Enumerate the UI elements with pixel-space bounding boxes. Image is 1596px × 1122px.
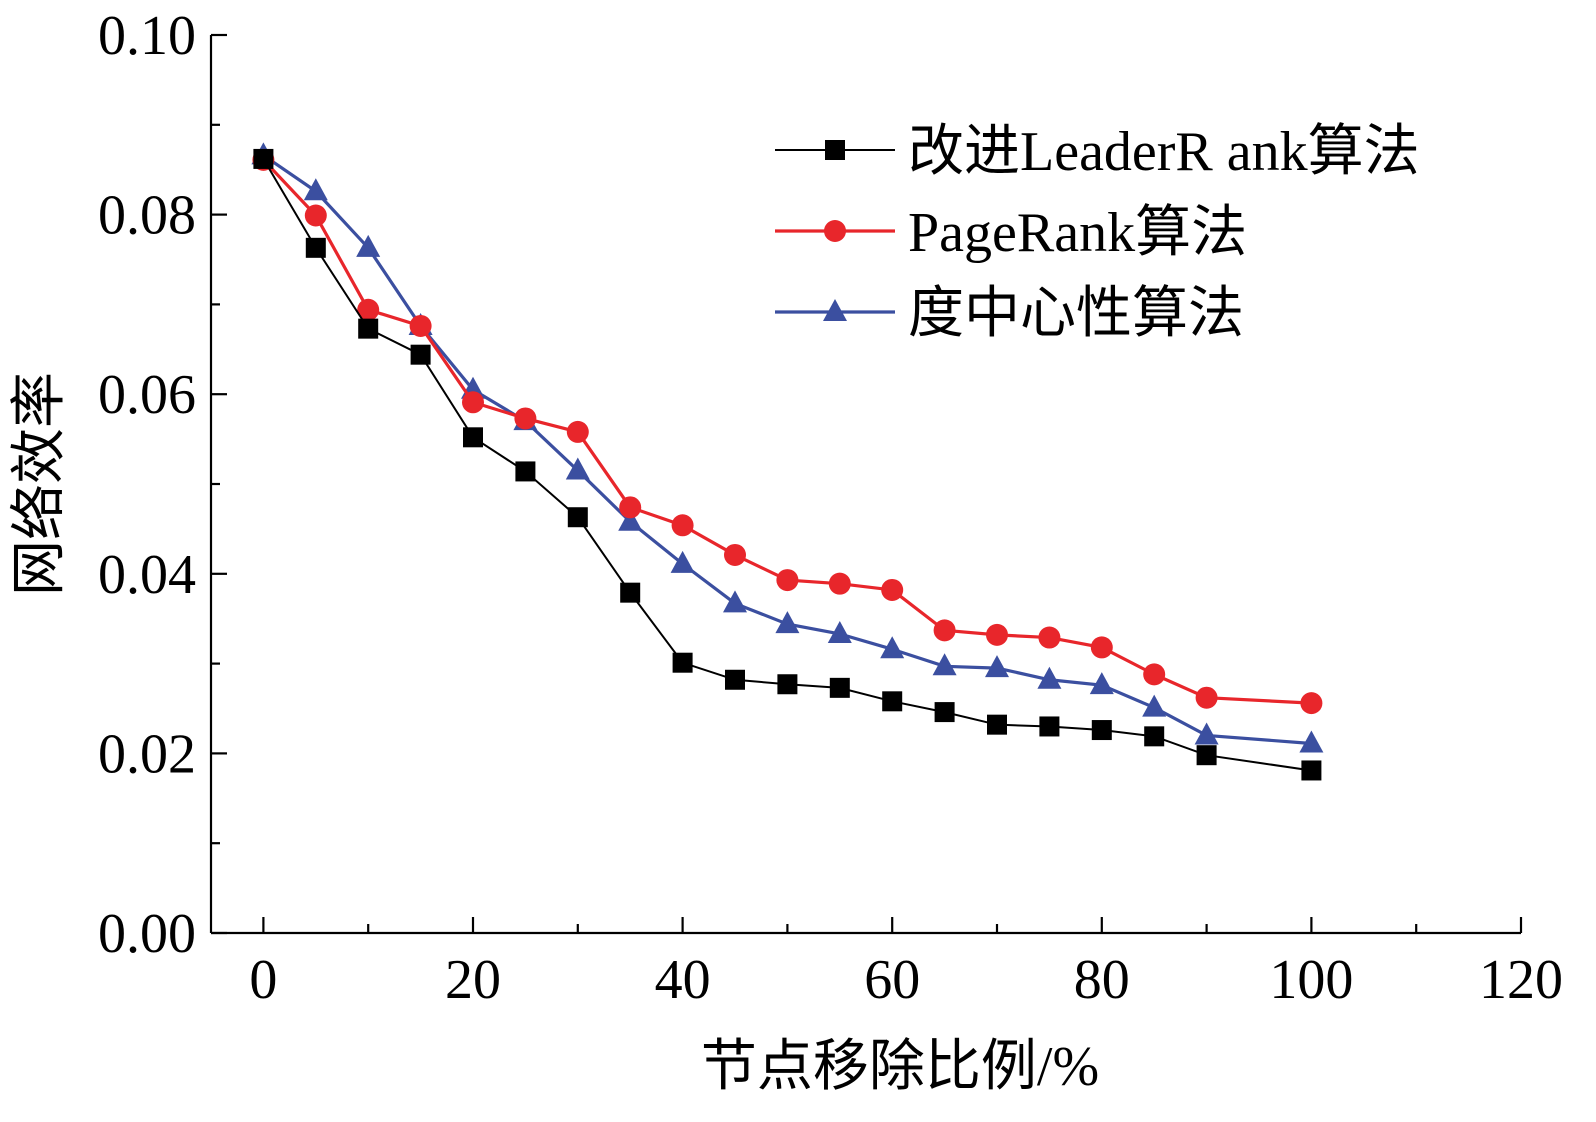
- legend-label: PageRank算法: [908, 202, 1247, 264]
- data-point: [670, 550, 695, 573]
- ticks: 0 20 40 60 80 100 120 0.00 0.02 0.04 0.06 0.08 0.10: [98, 5, 1563, 1011]
- legend-entry: 度中心性算法: [775, 283, 1244, 345]
- data-point: [672, 652, 693, 673]
- data-point: [1195, 686, 1218, 709]
- data-point: [933, 619, 956, 642]
- data-point: [1143, 663, 1166, 686]
- data-point: [671, 514, 694, 537]
- data-point: [723, 590, 747, 613]
- x-tick-label: 20: [445, 949, 501, 1011]
- data-point: [1142, 694, 1167, 717]
- data-point: [1194, 722, 1219, 745]
- data-point: [409, 314, 432, 337]
- x-axis-title: 节点移除比例/%: [701, 1036, 1099, 1098]
- data-point: [985, 655, 1009, 678]
- data-point: [1299, 730, 1324, 753]
- y-tick-label: 0.10: [98, 5, 196, 67]
- x-tick-label: 0: [249, 949, 277, 1011]
- series-square: [253, 148, 1322, 781]
- legend-label: 改进LeaderR ank算法: [908, 121, 1420, 183]
- data-point: [1301, 760, 1322, 781]
- data-point: [777, 674, 798, 695]
- data-point: [1037, 666, 1062, 689]
- data-point: [410, 344, 431, 365]
- data-point: [253, 148, 274, 169]
- data-point: [827, 620, 852, 643]
- series-layer: [251, 142, 1324, 781]
- data-point: [932, 653, 957, 676]
- data-point: [463, 427, 483, 448]
- data-point: [514, 407, 537, 430]
- data-point: [828, 572, 851, 595]
- data-point: [305, 237, 326, 258]
- x-tick-label: 100: [1269, 949, 1353, 1011]
- data-point: [357, 298, 380, 321]
- data-point: [566, 420, 589, 443]
- legend-entry: 改进LeaderR ank算法: [775, 121, 1420, 183]
- data-point: [986, 623, 1008, 646]
- data-point: [880, 636, 905, 659]
- y-tick-label: 0.02: [98, 723, 196, 785]
- data-point: [618, 508, 643, 531]
- y-tick-label: 0.08: [98, 185, 196, 247]
- legend-marker: [824, 220, 846, 242]
- y-axis-title: 网络效率: [9, 372, 71, 596]
- data-point: [775, 611, 800, 634]
- x-tick-label: 40: [655, 949, 711, 1011]
- data-point: [462, 391, 484, 414]
- data-point: [1090, 636, 1113, 659]
- data-point: [1091, 720, 1112, 741]
- legend-marker: [823, 299, 847, 321]
- data-point: [565, 457, 590, 480]
- data-point: [829, 677, 850, 698]
- x-tick-label: 60: [864, 949, 920, 1011]
- x-tick-label: 120: [1479, 949, 1563, 1011]
- data-point: [724, 543, 746, 566]
- data-point: [881, 578, 904, 601]
- data-point: [515, 461, 536, 482]
- data-point: [1038, 626, 1061, 649]
- data-point: [304, 204, 327, 227]
- data-point: [776, 569, 799, 592]
- data-point: [1144, 726, 1165, 747]
- data-point: [987, 714, 1007, 735]
- data-point: [934, 702, 955, 723]
- legend-label: 度中心性算法: [908, 283, 1244, 345]
- data-point: [620, 582, 641, 603]
- data-point: [356, 234, 381, 257]
- legend-marker: [825, 140, 845, 160]
- data-point: [1039, 716, 1060, 737]
- data-point: [1089, 672, 1114, 695]
- legend-entry: PageRank算法: [775, 202, 1247, 264]
- data-point: [725, 669, 745, 690]
- y-tick-label: 0.04: [98, 544, 196, 606]
- x-tick-label: 80: [1074, 949, 1130, 1011]
- data-point: [1300, 692, 1323, 715]
- data-point: [882, 691, 903, 712]
- data-point: [358, 318, 379, 339]
- data-point: [567, 507, 588, 528]
- y-tick-label: 0.06: [98, 364, 196, 426]
- y-tick-label: 0.00: [98, 903, 196, 965]
- data-point: [619, 496, 642, 519]
- data-point: [303, 178, 328, 201]
- data-point: [1196, 745, 1217, 766]
